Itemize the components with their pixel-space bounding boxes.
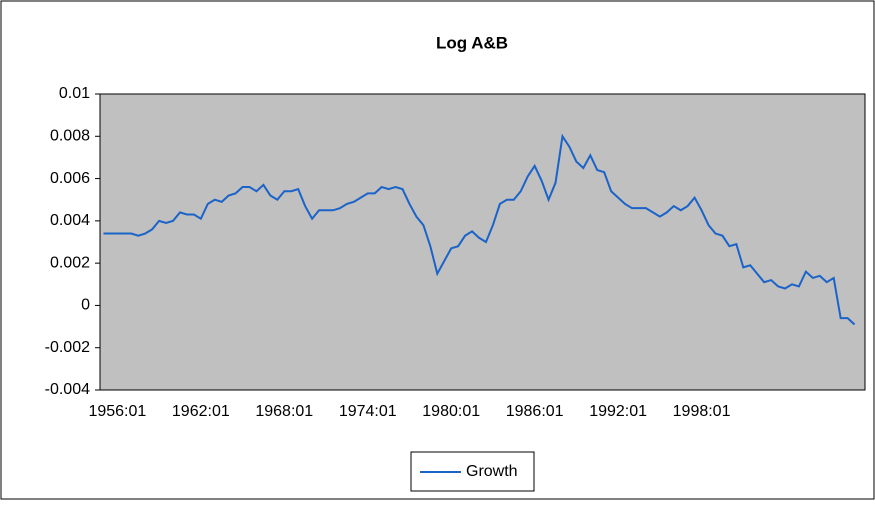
y-tick-label: 0.008 — [50, 128, 90, 145]
x-tick-label: 1956:01 — [88, 403, 146, 420]
x-tick-label: 1992:01 — [589, 403, 647, 420]
y-tick-label: 0.006 — [50, 170, 90, 187]
y-tick-label: -0.002 — [45, 339, 90, 356]
y-tick-label: 0.002 — [50, 254, 90, 271]
series-line — [103, 133, 856, 326]
x-tick-label: 1998:01 — [673, 403, 731, 420]
x-tick-label: 1980:01 — [422, 403, 480, 420]
x-tick-label: 1986:01 — [506, 403, 564, 420]
legend-label: Growth — [466, 463, 518, 480]
y-tick-label: 0 — [81, 297, 90, 314]
y-tick-label: -0.004 — [45, 381, 90, 398]
x-tick-label: 1974:01 — [339, 403, 397, 420]
x-tick-label: 1968:01 — [255, 403, 313, 420]
plot-area — [99, 93, 866, 391]
y-tick-label: 0.01 — [59, 85, 90, 102]
chart-title: Log A&B — [436, 33, 508, 52]
x-tick-label: 1962:01 — [172, 403, 230, 420]
y-tick-label: 0.004 — [50, 212, 90, 229]
